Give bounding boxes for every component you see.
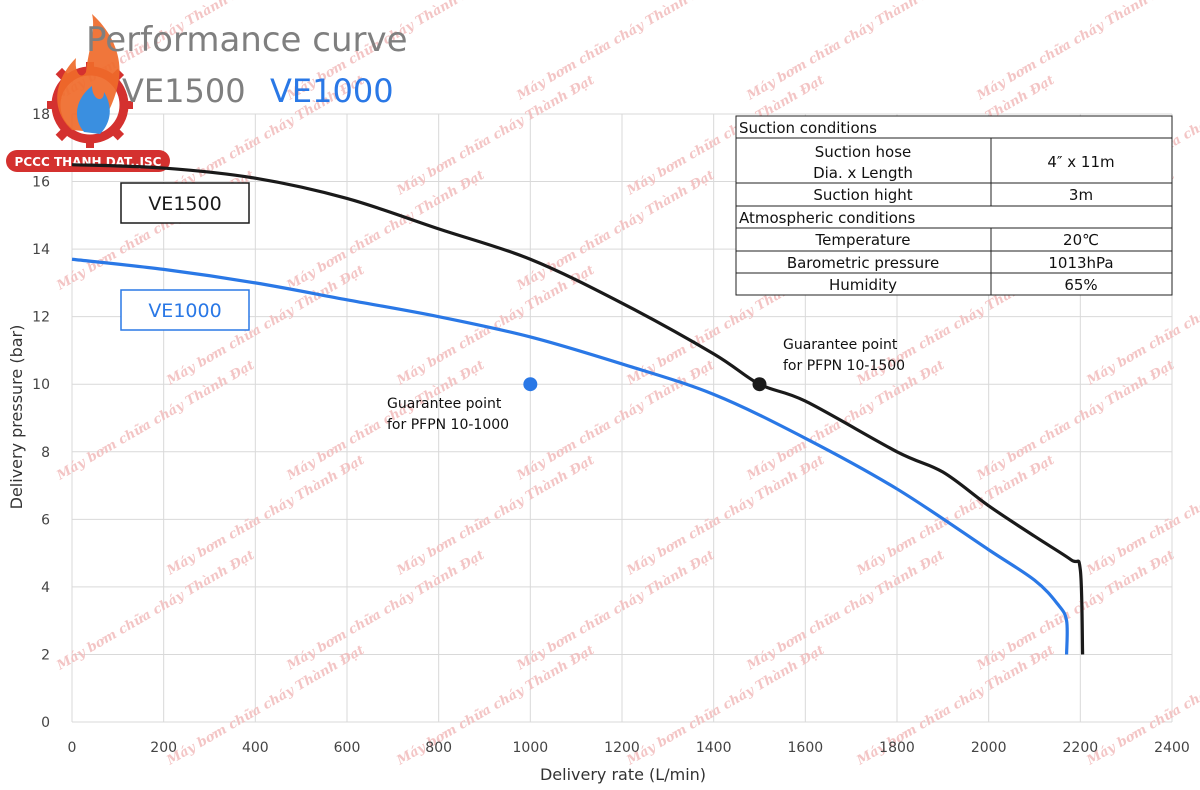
watermark-text: Máy bơm chữa cháy Thành Đạt xyxy=(624,453,828,579)
temp-label: Temperature xyxy=(814,231,910,249)
watermark-text: Máy bơm chữa cháy Thành Đạt xyxy=(514,358,718,484)
chart-title: Performance curve xyxy=(86,20,408,60)
x-tick-label: 400 xyxy=(242,740,269,756)
watermark-text: Máy bơm chữa cháy Thành Đạt xyxy=(974,548,1178,674)
temp-value: 20℃ xyxy=(1063,231,1099,249)
y-tick-label: 12 xyxy=(32,310,50,326)
watermark-text: Máy bơm chữa cháy Thành Đạt xyxy=(54,358,258,484)
x-tick-label: 1000 xyxy=(513,740,549,756)
watermark-text: Máy bơm chữa cháy Thành Đạt xyxy=(514,168,718,294)
y-tick-label: 0 xyxy=(41,715,50,731)
annotation-line1: Guarantee point xyxy=(387,396,502,412)
watermark-text: Máy bơm chữa cháy Thành Đạt xyxy=(744,548,948,674)
annotation-line1: Guarantee point xyxy=(783,337,898,353)
hose-label-line1: Suction hose xyxy=(815,143,912,161)
x-tick-label: 1800 xyxy=(879,740,915,756)
hose-value: 4″ x 11m xyxy=(1047,153,1114,171)
watermark-text: Máy bơm chữa cháy Thành Đạt xyxy=(514,0,718,104)
x-tick-label: 2200 xyxy=(1063,740,1099,756)
x-axis-title: Delivery rate (L/min) xyxy=(540,765,706,784)
hight-label: Suction hight xyxy=(813,186,912,204)
series-layer xyxy=(71,163,1085,655)
x-tick-label: 1200 xyxy=(604,740,640,756)
legend-ve1000: VE1000 xyxy=(120,289,250,331)
watermark-text: Máy bơm chữa cháy Thành Đạt xyxy=(54,548,258,674)
watermark-text: Máy bơm chữa cháy Thành Đạt xyxy=(284,548,488,674)
atmos-header: Atmospheric conditions xyxy=(739,209,915,227)
axis-ticks: 0 200 400 600 800 1000 1200 1400 1600 1800 2000 220… xyxy=(32,107,1190,756)
legend-ve1500: VE1500 xyxy=(120,182,250,224)
y-tick-label: 6 xyxy=(41,512,50,528)
hose-label-line2: Dia. x Length xyxy=(813,164,913,182)
annotation-pfpn-1500: Guarantee point for PFPN 10-1500 xyxy=(783,337,905,374)
x-tick-label: 2000 xyxy=(971,740,1007,756)
annotation-line2: for PFPN 10-1000 xyxy=(387,417,509,433)
y-axis-title: Delivery pressure (bar) xyxy=(7,325,26,510)
watermark-text: Máy bơm chữa cháy Thành Đạt xyxy=(394,453,598,579)
watermark-text: Máy bơm chữa cháy Thành Đạt xyxy=(284,168,488,294)
x-tick-label: 200 xyxy=(150,740,177,756)
watermark-text: Máy bơm chữa cháy Thành Đạt xyxy=(1084,453,1200,579)
y-tick-label: 14 xyxy=(32,242,50,258)
watermark-text: Máy bơm chữa cháy Thành Đạt xyxy=(394,643,598,769)
watermark-text: Máy bơm chữa cháy Thành Đạt xyxy=(514,548,718,674)
legend-label-ve1500: VE1500 xyxy=(148,193,221,215)
x-tick-label: 0 xyxy=(68,740,77,756)
x-tick-label: 1600 xyxy=(788,740,824,756)
hight-value: 3m xyxy=(1069,186,1093,204)
x-tick-label: 2400 xyxy=(1154,740,1190,756)
watermark-text: Máy bơm chữa cháy Thành Đạt xyxy=(164,453,368,579)
watermark-text: Máy bơm chữa cháy Thành Đạt xyxy=(394,263,598,389)
y-tick-label: 4 xyxy=(41,580,50,596)
watermark-text: Máy bơm chữa cháy Thành Đạt xyxy=(854,453,1058,579)
legend-label-ve1000: VE1000 xyxy=(148,300,221,322)
humidity-value: 65% xyxy=(1064,276,1097,294)
guarantee-point-marker xyxy=(752,377,767,392)
series-line-ve1000 xyxy=(71,257,1069,655)
x-tick-label: 1400 xyxy=(696,740,732,756)
conditions-table: Suction conditions Suction hose Dia. x L… xyxy=(735,115,1173,296)
subtitle-ve1000: VE1000 xyxy=(270,72,394,110)
y-tick-label: 18 xyxy=(32,107,50,123)
y-tick-label: 10 xyxy=(32,377,50,393)
watermark-text: Máy bơm chữa cháy Thành Đạt xyxy=(974,358,1178,484)
series-line-ve1500 xyxy=(71,163,1085,655)
y-tick-label: 8 xyxy=(41,445,50,461)
guarantee-point-marker xyxy=(523,377,538,392)
baro-label: Barometric pressure xyxy=(787,254,939,272)
watermark-text: Máy bơm chữa cháy Thành Đạt xyxy=(744,0,948,104)
baro-value: 1013hPa xyxy=(1048,254,1113,272)
x-tick-label: 800 xyxy=(425,740,452,756)
humidity-label: Humidity xyxy=(829,276,897,294)
x-tick-label: 600 xyxy=(334,740,361,756)
annotation-pfpn-1000: Guarantee point for PFPN 10-1000 xyxy=(387,396,509,433)
watermark-text: Máy bơm chữa cháy Thành Đạt xyxy=(974,0,1178,104)
y-tick-label: 2 xyxy=(41,647,50,663)
annotation-line2: for PFPN 10-1500 xyxy=(783,358,905,374)
subtitle-ve1500: VE1500 xyxy=(122,72,246,110)
watermark-text: Máy bơm chữa cháy Thành Đạt xyxy=(394,73,598,199)
y-tick-label: 16 xyxy=(32,175,50,191)
suction-header: Suction conditions xyxy=(739,119,877,137)
